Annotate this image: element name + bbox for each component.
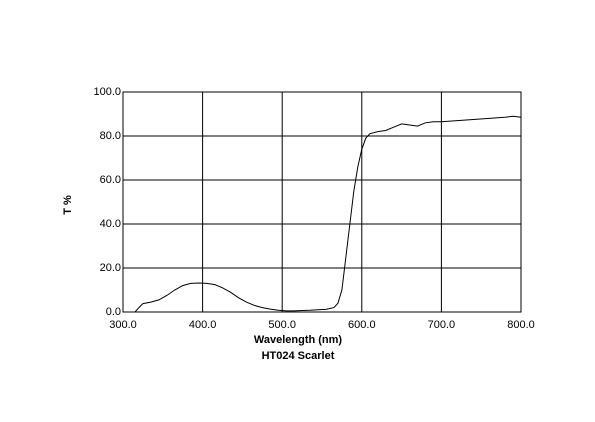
y-tick-label: 0.0 <box>106 306 121 318</box>
chart-title: HT024 Scarlet <box>262 350 335 362</box>
y-tick-label: 20.0 <box>100 262 121 274</box>
y-tick-label: 60.0 <box>100 174 121 186</box>
y-tick-label: 80.0 <box>100 130 121 142</box>
x-tick-label: 500.0 <box>268 319 296 331</box>
x-tick-label: 600.0 <box>348 319 376 331</box>
x-tick-label: 400.0 <box>189 319 217 331</box>
x-tick-label: 300.0 <box>109 319 137 331</box>
x-axis-label: Wavelength (nm) <box>254 334 343 346</box>
plot-frame <box>122 91 522 313</box>
x-tick-label: 700.0 <box>428 319 456 331</box>
y-tick-label: 40.0 <box>100 218 121 230</box>
y-tick-label: 100.0 <box>93 86 121 98</box>
y-axis-label: T % <box>62 195 74 215</box>
x-tick-label: 800.0 <box>507 319 535 331</box>
data-line <box>134 115 522 313</box>
